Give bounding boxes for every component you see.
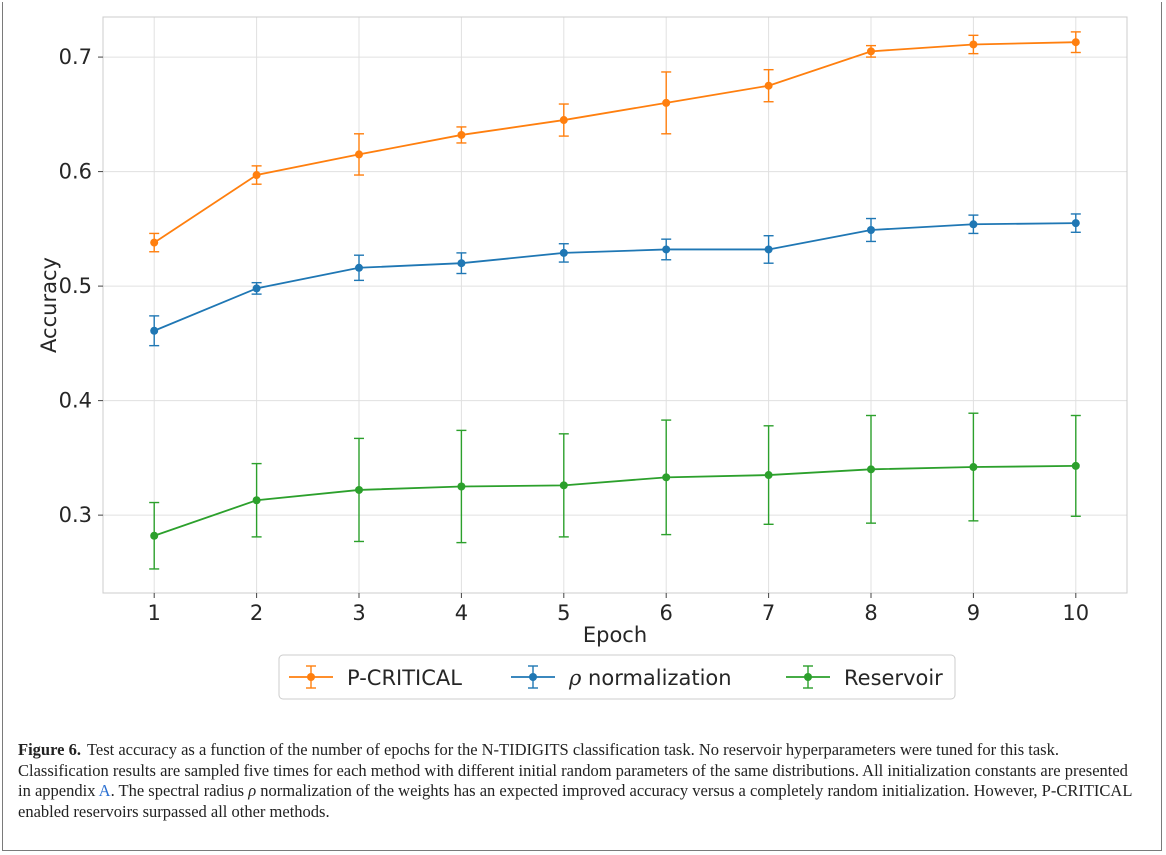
y-tick-label: 0.5 (59, 274, 92, 298)
data-point (252, 171, 261, 180)
x-tick-label: 6 (660, 601, 673, 625)
y-axis-label: Accuracy (37, 257, 61, 353)
data-point (662, 473, 671, 482)
legend-point (529, 673, 537, 681)
data-point (969, 220, 978, 229)
legend-rho-suffix: normalization (581, 666, 731, 690)
data-point (559, 248, 568, 257)
data-point (150, 531, 159, 540)
data-point (1071, 461, 1080, 470)
data-point (355, 485, 363, 494)
series-line (153, 41, 1076, 244)
data-point (559, 481, 568, 490)
data-point (457, 259, 466, 268)
caption-text-3: normalization of the weights has an expe… (18, 781, 1132, 821)
caption-rho-symbol: ρ (248, 781, 257, 800)
series-line (153, 222, 1076, 332)
legend-items (289, 665, 830, 689)
data-point (150, 238, 159, 247)
data-point (969, 40, 978, 49)
x-tick-label: 4 (455, 601, 468, 625)
x-tick-label: 3 (352, 601, 365, 625)
series-p-critical (149, 31, 1081, 253)
legend-point (804, 673, 812, 681)
data-point (559, 116, 568, 125)
series-reservoir (149, 412, 1081, 570)
x-axis-label: Epoch (583, 623, 647, 647)
x-tick-label: 9 (967, 601, 980, 625)
data-point (252, 496, 261, 505)
series-line (153, 464, 1076, 537)
data-point (867, 465, 875, 474)
x-tick-label: 2 (250, 601, 263, 625)
data-point (1071, 38, 1080, 47)
x-tick-label: 10 (1062, 601, 1089, 625)
figure-caption: Figure 6. Test accuracy as a function of … (18, 740, 1143, 822)
data-point (867, 225, 875, 234)
legend-marker-reservoir (786, 665, 830, 689)
legend-rho-symbol: ρ (568, 666, 582, 690)
caption-text-2: . The spectral radius (110, 781, 249, 800)
caption-appendix-link[interactable]: A (98, 781, 111, 800)
y-tick-label: 0.6 (59, 160, 92, 184)
legend-point (307, 673, 315, 681)
data-point (252, 284, 261, 293)
data-point (867, 47, 875, 56)
data-point (150, 326, 159, 335)
legend: P-CRITICAL ρ normalization Reservoir (278, 654, 956, 700)
data-point (764, 81, 773, 90)
legend-label-p-critical: P-CRITICAL (347, 666, 462, 690)
legend-marker-rho-normalization (511, 665, 555, 689)
legend-label-rho-normalization: ρ normalization (568, 666, 732, 690)
data-point (662, 245, 671, 254)
data-point (764, 245, 773, 254)
caption-text-1: Test accuracy as a function of the numbe… (18, 740, 1128, 800)
series-rho-normalization (149, 213, 1081, 347)
plot-area-border (102, 16, 1128, 594)
legend-box (278, 654, 956, 700)
legend-marker-p-critical (289, 665, 333, 689)
accuracy-chart: 1 2 3 4 5 6 7 8 9 10 0.3 0.4 0.5 0.6 0.7 Epoch Accurac… (37, 16, 1128, 700)
y-tick-label: 0.7 (59, 45, 92, 69)
legend-label-reservoir: Reservoir (844, 666, 943, 690)
data-point (457, 482, 466, 491)
data-point (1071, 219, 1080, 228)
x-tick-label: 8 (864, 601, 877, 625)
x-tick-label: 1 (148, 601, 161, 625)
data-point (355, 263, 363, 272)
y-tick-label: 0.4 (59, 389, 92, 413)
data-point (764, 471, 773, 480)
y-tick-label: 0.3 (59, 503, 92, 527)
data-point (457, 130, 466, 139)
data-point (355, 150, 363, 159)
x-tick-label: 7 (762, 601, 775, 625)
caption-figure-label: Figure 6. (18, 740, 81, 759)
x-tick-label: 5 (557, 601, 570, 625)
data-point (662, 98, 671, 107)
axis-ticks: 1 2 3 4 5 6 7 8 9 10 0.3 0.4 0.5 0.6 0.7 (59, 45, 1090, 625)
series-layer (149, 31, 1081, 570)
data-point (969, 463, 978, 472)
